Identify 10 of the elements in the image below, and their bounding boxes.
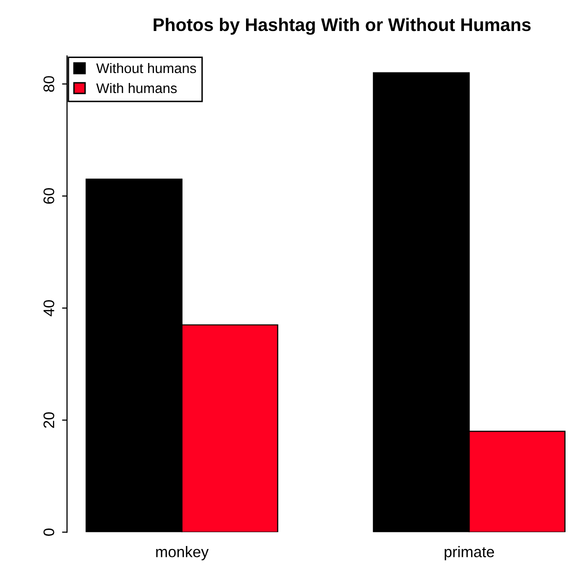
y-tick-label: 80: [43, 76, 54, 92]
legend-label: Without humans: [96, 62, 196, 74]
y-tick-label: 60: [43, 188, 54, 204]
y-tick-label: 40: [43, 300, 54, 316]
legend-label: With humans: [96, 82, 177, 94]
chart-title: Photos by Hashtag With or Without Humans: [154, 18, 531, 35]
y-tick-label: 20: [43, 412, 54, 428]
y-tick-label: 0: [43, 528, 54, 536]
x-tick-label: monkey: [156, 546, 209, 560]
x-tick-label: primate: [444, 546, 494, 560]
